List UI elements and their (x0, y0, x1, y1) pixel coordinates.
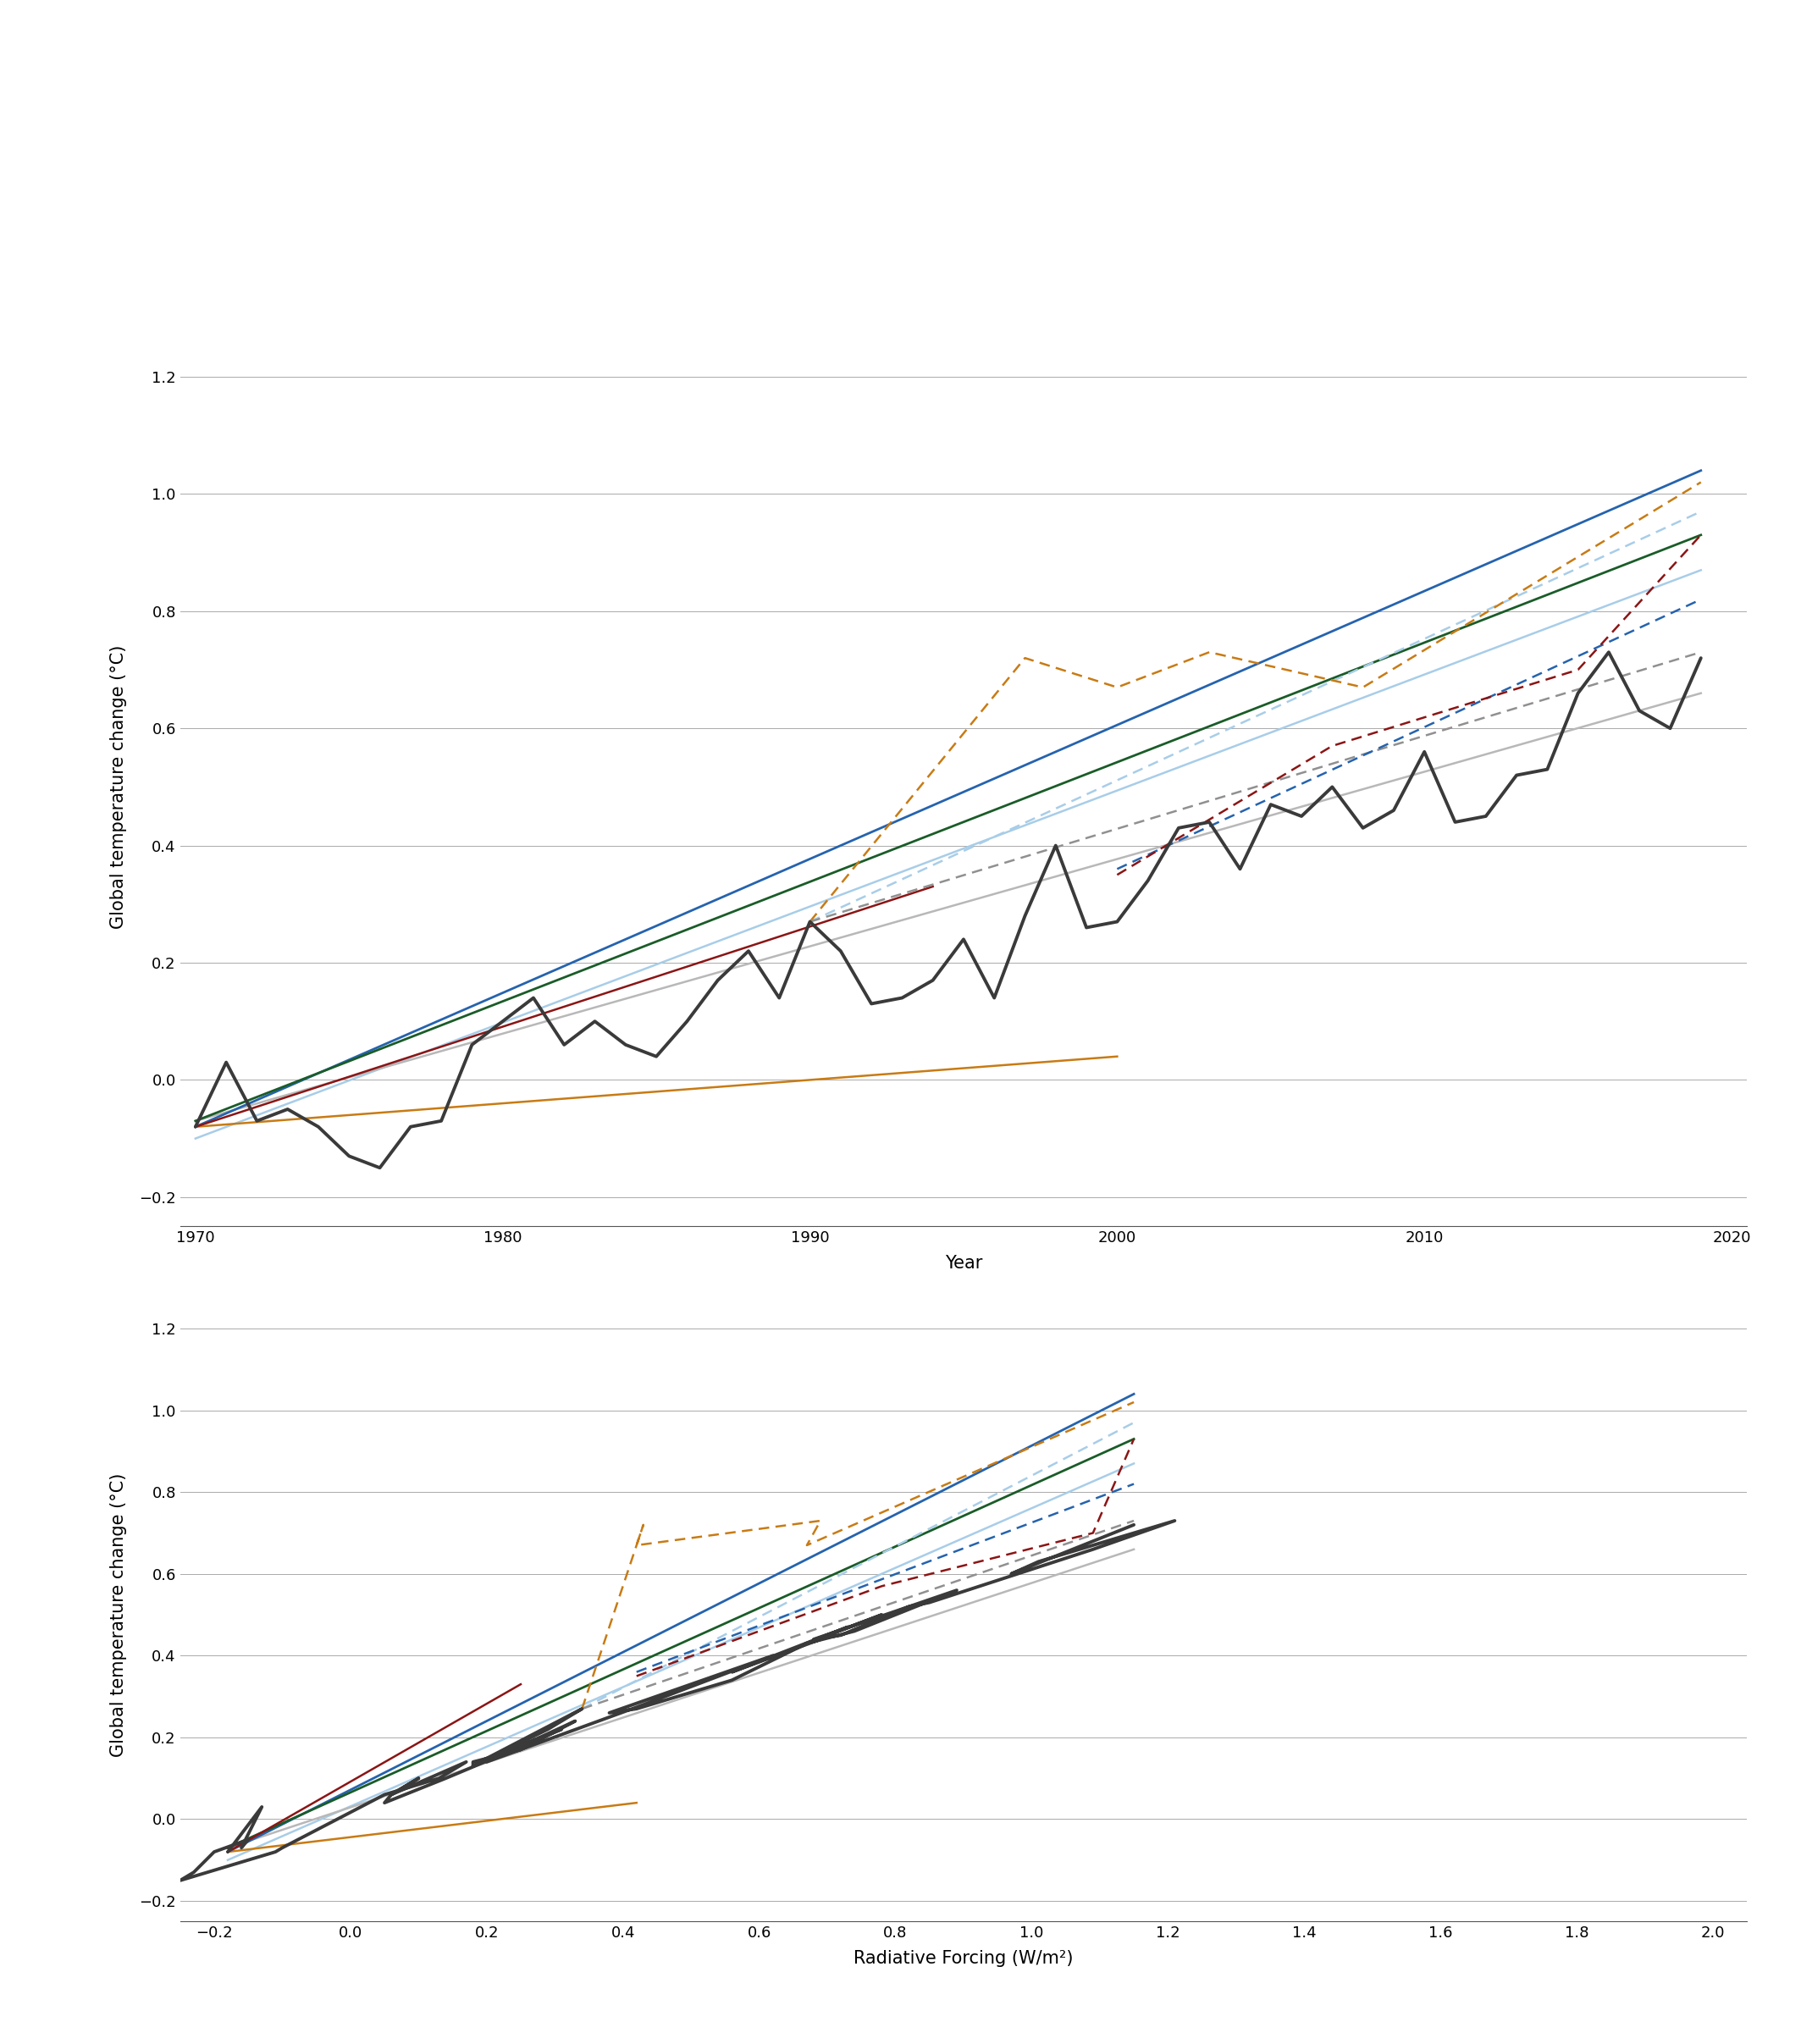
X-axis label: Year: Year (946, 1255, 982, 1271)
Y-axis label: Global temperature change (°C): Global temperature change (°C) (110, 646, 128, 928)
Y-axis label: Global temperature change (°C): Global temperature change (°C) (110, 1474, 128, 1756)
X-axis label: Radiative Forcing (W/m²): Radiative Forcing (W/m²) (854, 1950, 1073, 1966)
